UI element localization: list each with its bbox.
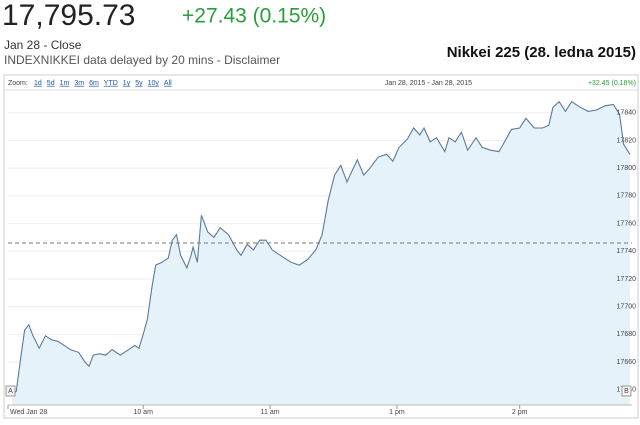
price: 17,795.73 [2, 0, 135, 32]
zoom-option[interactable]: 1d [34, 80, 42, 87]
zoom-option[interactable]: 10y [148, 80, 160, 87]
x-tick-label: 1 pm [389, 409, 405, 416]
y-tick-label: 17680 [617, 331, 637, 338]
chart-title: Nikkei 225 (28. ledna 2015) [447, 44, 636, 61]
zoom-option[interactable]: 1y [123, 80, 131, 87]
y-tick-label: 17800 [617, 165, 637, 172]
zoom-option[interactable]: 5d [47, 80, 55, 87]
event-marker-box [621, 385, 632, 397]
x-tick-label: 2 pm [512, 409, 528, 416]
y-tick-label: 17740 [617, 248, 637, 255]
zoom-label: Zoom: [8, 80, 28, 87]
area [12, 101, 630, 405]
zoom-option[interactable]: YTD [104, 80, 118, 87]
price-line [11, 100, 631, 396]
x-tick-label: Wed Jan 28 [10, 409, 47, 416]
zoom-option[interactable]: 3m [74, 80, 84, 87]
y-tick-label: 17820 [617, 137, 637, 144]
x-tick-label: 10 am [133, 409, 153, 416]
y-tick-label: 17840 [617, 110, 637, 117]
x-tick-label: 11 am [261, 409, 280, 416]
y-tick-label: 17660 [617, 359, 637, 366]
price-change: +27.43 (0.15%) [182, 5, 326, 28]
zoom-option[interactable]: 5y [135, 80, 143, 87]
delay-note: INDEXNIKKEI data delayed by 20 mins - Di… [4, 53, 280, 67]
event-marker-box [5, 385, 16, 397]
event-marker: B [624, 388, 629, 395]
zoom-option[interactable]: 1m [60, 80, 70, 87]
zoom-option[interactable]: All [164, 80, 172, 87]
range-change: +32.45 (0.18%) [588, 80, 636, 87]
y-tick-label: 17780 [617, 193, 637, 200]
zoom-option[interactable]: 6m [89, 80, 99, 87]
y-tick-label: 17720 [617, 276, 637, 283]
range-label: Jan 28, 2015 - Jan 28, 2015 [385, 80, 472, 87]
y-tick-label: 17760 [617, 220, 637, 227]
y-tick-label: 17700 [617, 304, 637, 311]
close-date: Jan 28 - Close [4, 38, 82, 52]
event-marker: A [8, 388, 13, 395]
